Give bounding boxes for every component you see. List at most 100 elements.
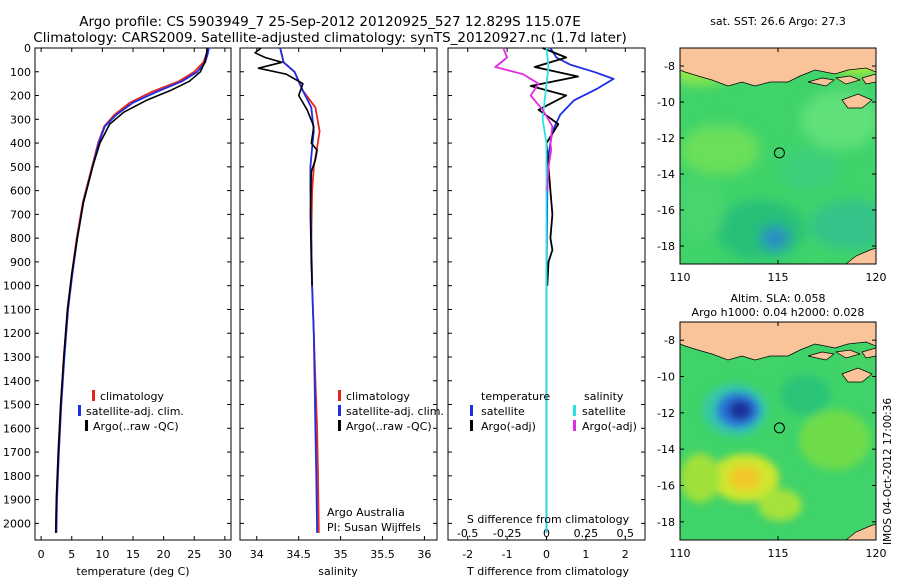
sst-map-y-axis: -8 -10 -12 -14 -16 -18: [657, 60, 876, 253]
map-y-tick-label: -14: [657, 443, 675, 456]
map-y-tick-label: -10: [657, 371, 675, 384]
legend-swatch-climatology: [92, 390, 95, 401]
chart-title-line2: Climatology: CARS2009. Satellite-adjuste…: [33, 30, 627, 46]
salinity-legend: climatology satellite-adj. clim. Argo(..…: [338, 390, 444, 433]
legend-swatch-satellite: [78, 405, 81, 416]
y-tick-label: 2000: [3, 517, 31, 530]
sst-map-panel: sat. SST: 26.6 Argo: 27.3 -8 -10 -12 -14 -16…: [657, 15, 887, 284]
salinity-x-label: salinity: [318, 565, 358, 578]
salinity-y-ticks: [240, 47, 437, 524]
x-tick-label: -1: [502, 548, 513, 561]
series-line-salinity-argo-adj: [494, 47, 554, 191]
difference-x-label: T difference from climatology: [466, 565, 629, 578]
land-java: [680, 322, 876, 361]
y-tick-label: 1100: [3, 303, 31, 316]
temperature-x-axis: 0 5 10 15 20 25 30: [38, 48, 232, 561]
y-tick-label: 1700: [3, 446, 31, 459]
x-tick-label: 36: [417, 548, 431, 561]
map-x-tick-label: 120: [866, 547, 887, 560]
salinity-x-axis: 34 34.5 35 35.5 36: [250, 48, 431, 561]
land-java: [680, 48, 876, 87]
difference-panel: -2 -1 0 1 2 -0.5 -0.25 0 0.25 0.5 temperature sa…: [447, 47, 646, 578]
x-tick-label: -2: [462, 548, 473, 561]
salinity-annotation-line1: Argo Australia: [327, 506, 405, 519]
x-tick-label: 5: [68, 548, 75, 561]
temperature-series-group: [54, 47, 210, 533]
temperature-panel: 0100200300400500600700800900100011001200…: [3, 42, 232, 578]
sla-map-title-line2: Argo h1000: 0.04 h2000: 0.028: [692, 306, 865, 319]
legend-label-sal-argo: Argo(-adj): [582, 420, 637, 433]
map-x-tick-label: 110: [670, 271, 691, 284]
x-tick-label: 35.5: [370, 548, 395, 561]
y-tick-label: 300: [10, 113, 31, 126]
y-tick-label: 1000: [3, 280, 31, 293]
x-tick-label: 35: [334, 548, 348, 561]
map-x-tick-label: 115: [768, 271, 789, 284]
series-line-salinity-satellite: [541, 47, 550, 533]
legend-label-satellite: satellite-adj. clim.: [86, 405, 184, 418]
map-x-tick-label: 120: [866, 271, 887, 284]
x-tick-label: 0: [543, 548, 550, 561]
salinity-annotation-line2: PI: Susan Wijffels: [327, 521, 421, 534]
x-tick-label: 2: [622, 548, 629, 561]
salinity-panel: 34 34.5 35 35.5 36 climatology satellite-adj…: [239, 47, 444, 578]
land-australia: [845, 247, 876, 264]
series-line-argo-raw-qc: [254, 47, 318, 286]
temperature-x-label: temperature (deg C): [76, 565, 189, 578]
map-x-tick-label: 110: [670, 547, 691, 560]
legend-swatch-argo: [338, 420, 341, 431]
map-y-tick-label: -18: [657, 516, 675, 529]
series-line-argo-raw-qc: [55, 47, 208, 533]
chart-title-line1: Argo profile: CS 5903949_7 25-Sep-2012 2…: [79, 14, 581, 30]
legend-title-temperature: temperature: [481, 390, 550, 403]
legend-label-argo: Argo(..raw -QC): [93, 420, 179, 433]
y-tick-label: 400: [10, 137, 31, 150]
y-tick-label: 1800: [3, 470, 31, 483]
temperature-plot-frame: [34, 47, 232, 541]
temperature-legend: climatology satellite-adj. clim. Argo(..…: [78, 390, 184, 433]
legend-label-satellite: satellite-adj. clim.: [346, 405, 444, 418]
map-y-tick-label: -18: [657, 240, 675, 253]
map-y-tick-label: -12: [657, 132, 675, 145]
legend-label-sal-satellite: satellite: [582, 405, 626, 418]
legend-title-salinity: salinity: [584, 390, 624, 403]
salinity-plot-frame: [239, 47, 438, 541]
top-tick-label: 0.5: [617, 527, 635, 540]
land-islands: [807, 347, 876, 361]
map-y-tick-label: -16: [657, 204, 675, 217]
map-y-tick-label: -10: [657, 96, 675, 109]
legend-label-argo: Argo(..raw -QC): [346, 420, 432, 433]
sst-map-x-axis: 110 115 120: [670, 48, 887, 284]
difference-y-ticks: [448, 47, 645, 524]
y-tick-label: 200: [10, 90, 31, 103]
top-tick-label: 0.25: [574, 527, 599, 540]
land-australia: [845, 523, 876, 540]
top-tick-label: -0.5: [457, 527, 478, 540]
legend-swatch-sal-argo: [573, 420, 576, 431]
legend-swatch-temp-argo: [470, 420, 473, 431]
top-tick-label: 0: [543, 527, 550, 540]
y-tick-label: 1200: [3, 327, 31, 340]
y-tick-label: 100: [10, 66, 31, 79]
map-x-tick-label: 115: [768, 547, 789, 560]
x-tick-label: 34.5: [286, 548, 311, 561]
map-y-tick-label: -16: [657, 480, 675, 493]
difference-top-axis: -0.5 -0.25 0 0.25 0.5: [457, 527, 634, 540]
legend-label-temp-satellite: satellite: [481, 405, 525, 418]
land-islands: [807, 73, 876, 87]
x-tick-label: 0: [38, 548, 45, 561]
map-y-tick-label: -8: [664, 334, 675, 347]
y-tick-label: 0: [24, 42, 31, 55]
sla-map-panel: Altim. SLA: 0.058 Argo h1000: 0.04 h2000…: [657, 292, 886, 560]
land-sumba: [841, 367, 873, 383]
difference-series-group: [494, 47, 615, 533]
legend-swatch-climatology: [338, 390, 341, 401]
y-tick-label: 600: [10, 185, 31, 198]
y-tick-label: 500: [10, 161, 31, 174]
difference-top-label: S difference from climatology: [467, 513, 630, 526]
legend-swatch-satellite: [338, 405, 341, 416]
y-tick-label: 1300: [3, 351, 31, 364]
y-tick-label: 1900: [3, 494, 31, 507]
map-y-tick-label: -8: [664, 60, 675, 73]
y-tick-label: 900: [10, 256, 31, 269]
